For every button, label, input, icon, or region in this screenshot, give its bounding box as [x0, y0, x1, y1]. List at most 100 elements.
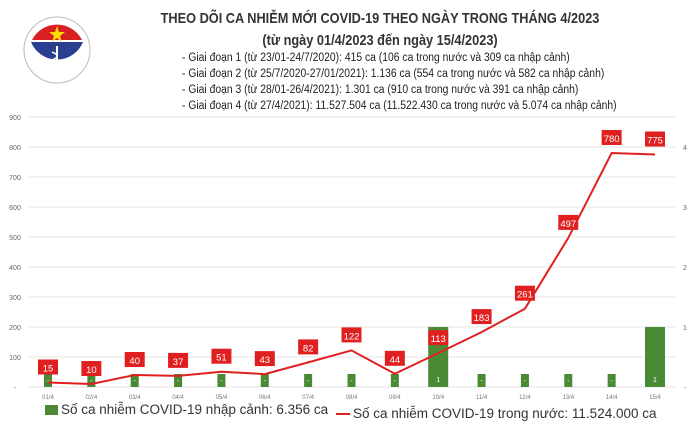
bar-label: 1	[436, 377, 440, 384]
right-axis-tick: 2	[683, 265, 687, 272]
legend-swatch-line	[335, 412, 350, 415]
ministry-of-health-logo	[23, 16, 91, 84]
bar	[564, 374, 573, 387]
line-label-box	[645, 131, 665, 147]
chart-title: THEO DÕI CA NHIỄM MỚI COVID-19 THEO NGÀY…	[160, 10, 600, 27]
x-tick-label: 02/4	[86, 395, 98, 401]
bar	[645, 327, 665, 387]
left-axis-tick: 200	[9, 325, 21, 332]
bar-label: -	[480, 378, 483, 385]
right-axis-tick: 1	[683, 325, 687, 332]
line-label-box	[558, 214, 579, 230]
bar-label: -	[47, 378, 50, 385]
x-tick-label: 14/4	[606, 395, 618, 401]
line-data-label: 780	[604, 134, 620, 145]
bar	[390, 374, 399, 387]
x-tick-label: 08/4	[346, 395, 358, 401]
x-tick-label: 05/4	[216, 395, 228, 401]
left-axis-tick: 600	[9, 205, 21, 212]
line-label-box	[254, 351, 275, 367]
line-label-box	[124, 352, 145, 367]
x-tick-label: 12/4	[519, 395, 531, 401]
x-tick-label: 04/4	[172, 395, 184, 401]
legend-item-bar: Số ca nhiễm COVID-19 nhập cảnh: 6.356 ca	[45, 402, 328, 417]
bar	[87, 374, 96, 387]
chart-subtitle: (từ ngày 01/4/2023 đến ngày 15/4/2023)	[262, 32, 498, 49]
x-tick-label: 10/4	[432, 395, 444, 401]
bar	[477, 374, 486, 387]
line-data-label: 10	[86, 365, 97, 376]
bar	[607, 374, 616, 387]
phase-3: - Giai đoạn 3 (từ 28/01-26/4/2021): 1.30…	[182, 84, 579, 96]
phase-1: - Giai đoạn 1 (từ 23/01-24/7/2020): 415 …	[182, 52, 570, 64]
left-axis-tick: 700	[9, 175, 21, 182]
line-data-label: 183	[474, 313, 490, 324]
line-label-box	[38, 359, 58, 375]
x-tick-label: 07/4	[302, 395, 314, 401]
line-label-box	[601, 130, 622, 145]
bar	[520, 374, 529, 387]
x-tick-label: 01/4	[42, 395, 54, 401]
bar-label: -	[264, 378, 267, 385]
bar-label: -	[134, 378, 137, 385]
line-data-label: 37	[173, 357, 184, 368]
line-data-label: 113	[431, 334, 446, 345]
legend: Số ca nhiễm COVID-19 nhập cảnh: 6.356 ca…	[45, 402, 661, 421]
line-label-box	[514, 285, 535, 301]
line-label-box	[471, 309, 492, 325]
line-label-box	[384, 350, 405, 366]
x-tick-label: 03/4	[129, 395, 141, 401]
line-label-box	[428, 330, 449, 346]
bar	[44, 374, 52, 387]
line-label-box	[211, 348, 232, 364]
line-data-label: 775	[647, 136, 663, 147]
left-axis-tick: 900	[9, 115, 21, 122]
bar	[304, 374, 313, 387]
x-tick-label: 09/4	[389, 395, 401, 401]
bar-label: -	[394, 378, 397, 385]
phase-2: - Giai đoạn 2 (từ 25/7/2020-27/01/2021):…	[182, 68, 605, 80]
legend-item-line: Số ca nhiễm COVID-19 trong nước: 11.524.…	[335, 406, 657, 421]
right-axis-tick: -	[684, 385, 687, 392]
x-tick-label: 11/4	[476, 395, 488, 401]
bar-label: -	[90, 378, 93, 385]
bar-label: -	[177, 378, 180, 385]
line-data-label: 43	[259, 355, 270, 366]
line-data-label: 82	[303, 343, 314, 354]
line-data-label: 51	[216, 353, 227, 364]
x-tick-label: 06/4	[259, 395, 271, 401]
bar-label: -	[524, 378, 527, 385]
x-tick-label: 13/4	[562, 395, 574, 401]
line-label-box	[81, 361, 102, 376]
left-axis-tick: 800	[9, 145, 21, 152]
bar-label: -	[610, 378, 613, 385]
line-series	[47, 151, 656, 386]
right-axis-tick: 4	[683, 145, 687, 152]
legend-swatch-bar	[45, 404, 58, 415]
bar-label: 1	[653, 377, 657, 384]
line-data-label: 15	[43, 364, 54, 375]
legend-label-bar: Số ca nhiễm COVID-19 nhập cảnh: 6.356 ca	[61, 402, 329, 417]
x-tick-label: 15/4	[649, 395, 661, 401]
left-axis-tick: 500	[9, 235, 21, 242]
bar	[260, 374, 269, 387]
line-label-box	[168, 352, 189, 368]
legend-label-line: Số ca nhiễm COVID-19 trong nước: 11.524.…	[352, 406, 657, 421]
right-axis-tick: 3	[683, 205, 687, 212]
line-data-label: 261	[517, 290, 533, 301]
left-axis-tick: 100	[9, 355, 21, 362]
line-label-box	[341, 327, 362, 343]
left-axis-tick: 400	[9, 265, 21, 272]
phase-4: - Giai đoạn 4 (từ 27/4/2021): 11.527.504…	[182, 100, 617, 112]
bar-label: -	[350, 378, 353, 385]
bar	[217, 374, 226, 387]
bar	[130, 374, 139, 387]
line-label-box	[298, 339, 319, 355]
bar	[347, 374, 356, 387]
line-data-label: 40	[129, 356, 140, 367]
left-axis-tick: -	[14, 385, 17, 392]
left-axis-tick: 300	[9, 295, 21, 302]
line-data-label: 122	[344, 331, 360, 342]
